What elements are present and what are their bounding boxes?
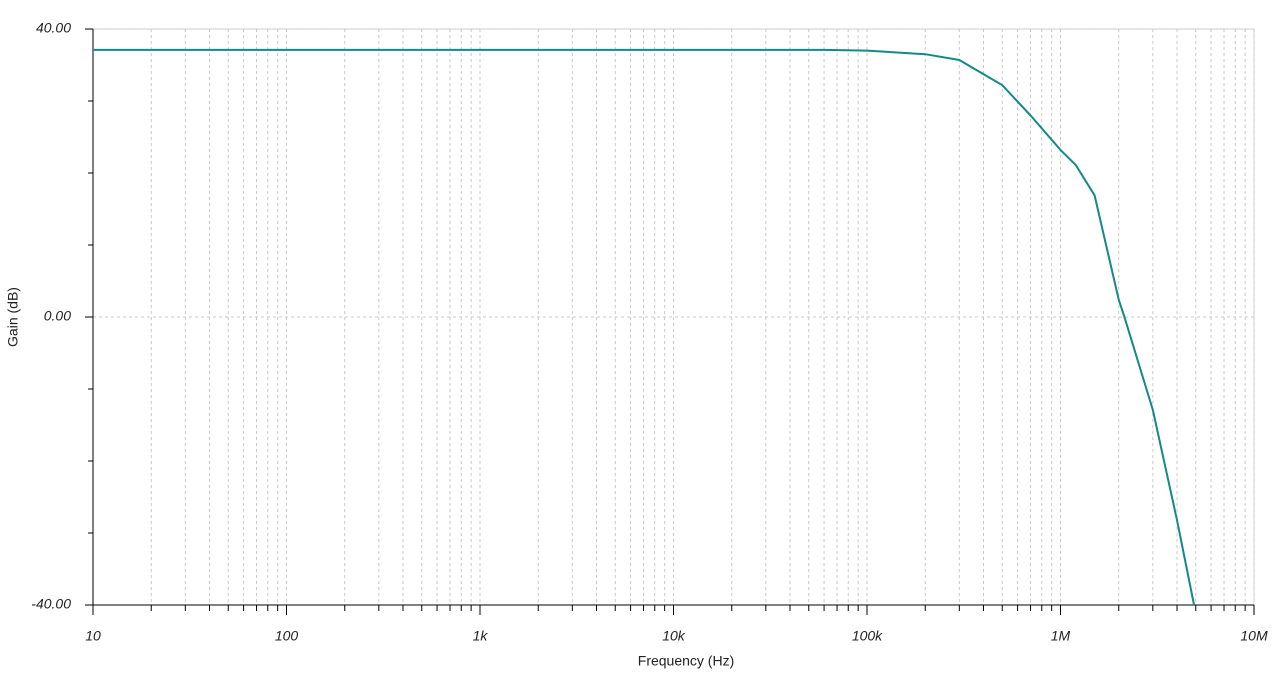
x-tick-label: 1k — [473, 628, 489, 644]
y-axis-label: Gain (dB) — [5, 287, 21, 347]
x-tick-label: 10k — [662, 628, 686, 644]
x-axis-label: Frequency (Hz) — [638, 653, 734, 669]
series-line — [93, 48, 1196, 606]
y-tick-label: -40.00 — [31, 596, 71, 612]
x-tick-label: 100 — [275, 628, 299, 644]
x-tick-label: 10M — [1240, 628, 1268, 644]
x-tick-label: 100k — [852, 628, 883, 644]
x-tick-label: 10 — [85, 628, 101, 644]
y-tick-label: 0.00 — [44, 308, 71, 324]
y-tick-label: 40.00 — [36, 20, 71, 36]
x-tick-label: 1M — [1051, 628, 1071, 644]
